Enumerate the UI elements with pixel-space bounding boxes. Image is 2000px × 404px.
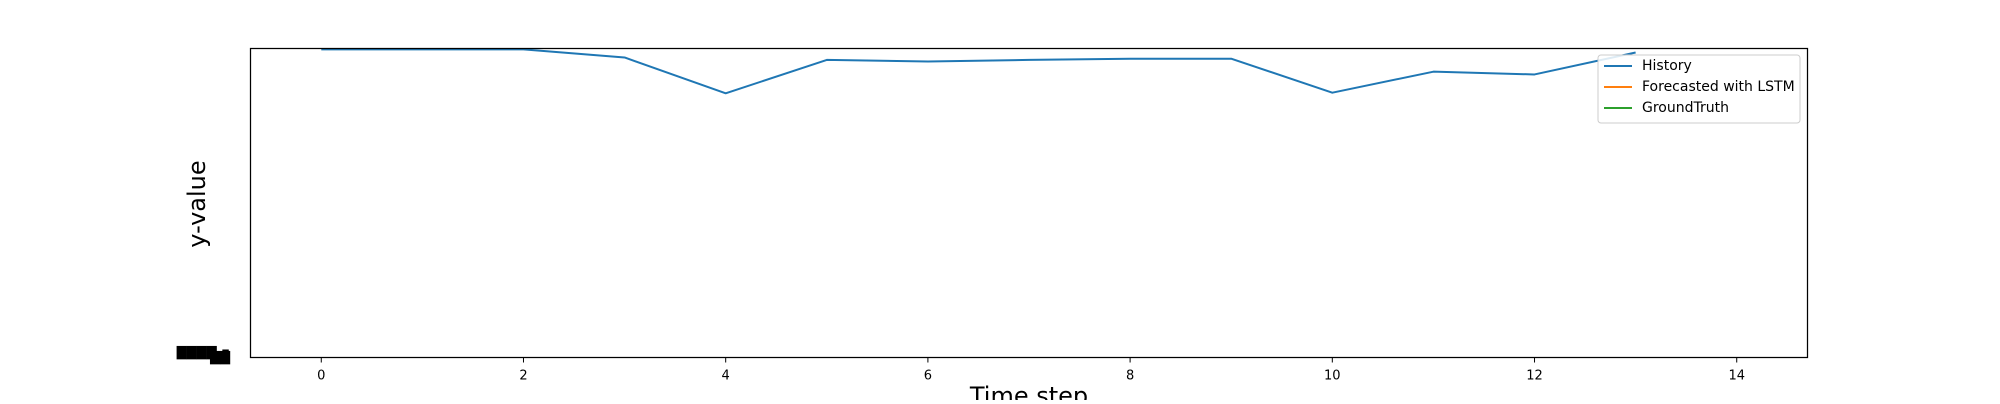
- legend-label-groundtruth: GroundTruth: [1642, 100, 1729, 116]
- x-axis-label: Time step: [969, 382, 1088, 400]
- x-axis-ticks: 0 2 4 6 8 10 12 14: [317, 357, 1745, 384]
- y-axis-label: y-value: [183, 160, 211, 247]
- x-tick-label: 0: [317, 369, 325, 384]
- legend-label-history: History: [1642, 58, 1692, 74]
- series-layer: [321, 48, 1636, 95]
- x-tick-label: 4: [722, 369, 730, 384]
- x-tick-label: 10: [1324, 369, 1341, 384]
- legend-box: [1597, 54, 1801, 124]
- x-tick-label: 8: [1126, 369, 1134, 384]
- svg-text:▇▇▇▇ ▪: ▇▇▇▇ ▪: [176, 345, 230, 360]
- x-tick-label: 2: [519, 369, 527, 384]
- y-axis-tick-labels: ▇▇▇▇ ▪ ▇▇: [176, 345, 231, 365]
- x-tick-label: 14: [1728, 369, 1745, 384]
- series-line-history: [321, 48, 1636, 95]
- plot-area-frame: [249, 47, 1809, 359]
- svg-text:▇▇: ▇▇: [209, 350, 231, 365]
- x-tick-label: 6: [924, 369, 932, 384]
- legend-label-forecast: Forecasted with LSTM: [1642, 79, 1795, 95]
- x-tick-label: 12: [1526, 369, 1543, 384]
- legend: History Forecasted with LSTM GroundTruth: [1597, 54, 1801, 124]
